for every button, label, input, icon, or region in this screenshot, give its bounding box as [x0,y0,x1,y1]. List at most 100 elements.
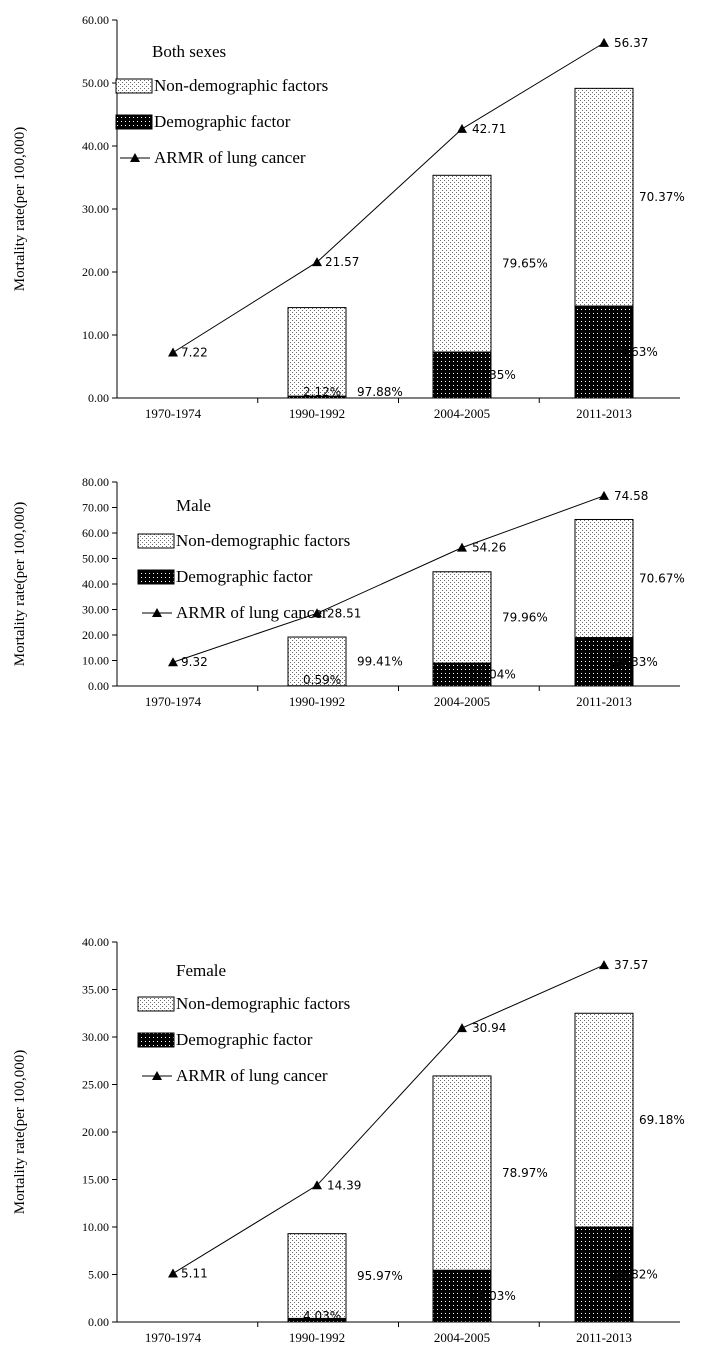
armr-marker [457,124,467,133]
y-tick-label: 10.00 [82,654,109,668]
data-label-armr: 37.57 [614,958,648,972]
data-label-non-demographic: 95.97% [357,1269,403,1283]
y-tick-label: 15.00 [82,1173,109,1187]
y-tick-label: 10.00 [82,328,109,342]
armr-marker [168,1268,178,1277]
armr-marker [599,960,609,969]
data-label-non-demographic: 79.65% [502,257,548,271]
panel-title: Female [176,961,226,980]
armr-marker [168,657,178,666]
x-tick-label: 1970-1974 [145,406,202,421]
data-label-demographic: 20.04% [470,668,516,682]
armr-marker [599,491,609,500]
bar-non-demographic [288,308,346,397]
bar-non-demographic [575,88,633,306]
legend-swatch-non-demographic [138,534,174,548]
legend-swatch-demographic [138,570,174,584]
y-axis-title: Mortality rate(per 100,000) [12,502,28,667]
legend-label: Non-demographic factors [176,994,350,1013]
x-tick-label: 2011-2013 [576,1330,632,1344]
y-tick-label: 30.00 [82,1030,109,1044]
data-label-armr: 9.32 [181,655,208,669]
y-tick-label: 0.00 [88,1315,109,1329]
x-tick-label: 2004-2005 [434,1330,490,1344]
armr-marker [457,1023,467,1032]
x-tick-label: 1970-1974 [145,1330,202,1344]
bar-non-demographic [288,1234,346,1319]
bar-non-demographic [575,1013,633,1227]
data-label-non-demographic: 97.88% [357,385,403,399]
x-tick-label: 1970-1974 [145,694,202,709]
armr-marker [168,348,178,357]
y-tick-label: 40.00 [82,935,109,949]
x-tick-label: 1990-1992 [289,1330,345,1344]
data-label-armr: 30.94 [472,1021,506,1035]
data-label-armr: 74.58 [614,489,648,503]
data-label-armr: 56.37 [614,36,648,50]
legend-label: ARMR of lung cancer [176,1066,328,1085]
data-label-non-demographic: 79.96% [502,610,548,624]
y-tick-label: 30.00 [82,202,109,216]
panel-0: 0.0010.0020.0030.0040.0050.0060.001970-1… [12,13,685,421]
data-label-armr: 14.39 [327,1178,361,1192]
y-axis-title: Mortality rate(per 100,000) [12,1050,28,1215]
y-tick-label: 0.00 [88,679,109,693]
data-label-non-demographic: 99.41% [357,654,403,668]
armr-marker [457,543,467,552]
legend-label: ARMR of lung cancer [154,148,306,167]
x-tick-label: 1990-1992 [289,694,345,709]
data-label-demographic: 29.33% [612,655,658,669]
data-label-armr: 5.11 [181,1266,208,1280]
y-tick-label: 5.00 [88,1268,109,1282]
panel-title: Both sexes [152,42,226,61]
legend-label: Demographic factor [154,112,291,131]
armr-marker [599,38,609,47]
y-tick-label: 20.00 [82,265,109,279]
y-tick-label: 50.00 [82,552,109,566]
data-label-demographic: 0.59% [303,673,341,687]
y-tick-label: 70.00 [82,501,109,515]
legend-swatch-demographic [116,115,152,129]
y-tick-label: 40.00 [82,577,109,591]
legend-label: Demographic factor [176,1030,313,1049]
legend-label: Non-demographic factors [154,76,328,95]
data-label-non-demographic: 69.18% [639,1113,685,1127]
legend-label: Demographic factor [176,567,313,586]
data-label-demographic: 29.63% [612,345,658,359]
data-label-demographic: 30.82% [612,1268,658,1282]
y-tick-label: 60.00 [82,526,109,540]
legend-label: Non-demographic factors [176,531,350,550]
data-label-demographic: 21.03% [470,1289,516,1303]
y-tick-label: 20.00 [82,1125,109,1139]
data-label-demographic: 2.12% [303,385,341,399]
bar-non-demographic [433,175,491,352]
data-label-armr: 7.22 [181,346,208,360]
y-tick-label: 50.00 [82,76,109,90]
y-axis-title: Mortality rate(per 100,000) [12,127,28,292]
y-tick-label: 20.00 [82,628,109,642]
x-tick-label: 2004-2005 [434,694,490,709]
bar-non-demographic [433,1076,491,1270]
legend-swatch-non-demographic [138,997,174,1011]
data-label-armr: 42.71 [472,122,506,136]
data-label-non-demographic: 70.67% [639,572,685,586]
panel-title: Male [176,496,211,515]
y-tick-label: 30.00 [82,603,109,617]
data-label-demographic: 20.35% [470,368,516,382]
data-label-demographic: 4.03% [303,1309,341,1323]
y-tick-label: 10.00 [82,1220,109,1234]
y-tick-label: 35.00 [82,983,109,997]
panel-1: 0.00 10.00 20.00 30.00 40.00 50.00 60.00 70.00 8… [12,475,685,709]
data-label-armr: 54.26 [472,541,506,555]
y-tick-label: 80.00 [82,475,109,489]
data-label-armr: 28.51 [327,606,361,620]
data-label-non-demographic: 78.97% [502,1166,548,1180]
data-label-armr: 21.57 [325,255,359,269]
y-tick-label: 40.00 [82,139,109,153]
bar-non-demographic [433,572,491,663]
legend-swatch-non-demographic [116,79,152,93]
panel-2: 0.005.0010.0015.0020.0025.0030.0035.0040… [12,935,685,1344]
y-tick-label: 60.00 [82,13,109,27]
